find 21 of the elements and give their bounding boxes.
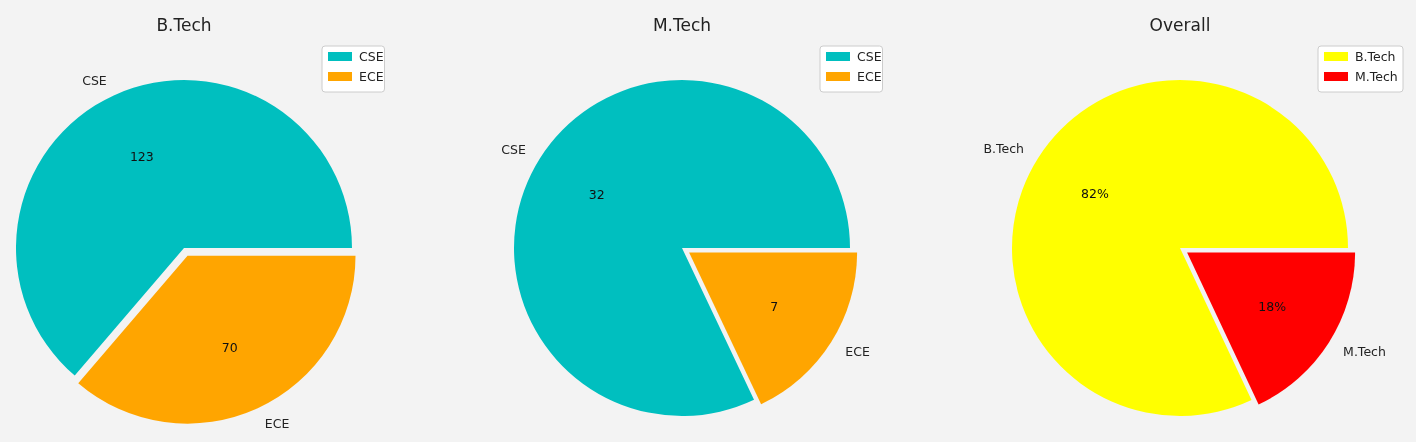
data-label: 18% bbox=[1258, 298, 1287, 314]
data-label: 82% bbox=[1080, 186, 1109, 202]
data-label: 32 bbox=[588, 186, 605, 202]
legend-label: M.Tech bbox=[1355, 69, 1398, 85]
slice-label: B.Tech bbox=[983, 141, 1024, 157]
slice-label: CSE bbox=[501, 141, 526, 157]
data-label: 70 bbox=[221, 339, 238, 355]
legend-label: CSE bbox=[857, 49, 882, 65]
legend-label: CSE bbox=[359, 49, 384, 65]
slice-label: ECE bbox=[845, 343, 870, 359]
slice-label: CSE bbox=[82, 72, 107, 88]
data-label: 7 bbox=[770, 298, 779, 314]
legend-label: ECE bbox=[359, 69, 384, 85]
chart-title: Overall bbox=[1149, 15, 1211, 35]
slice-label: ECE bbox=[264, 415, 290, 431]
legend-label: ECE bbox=[857, 69, 882, 85]
slice-label: M.Tech bbox=[1343, 343, 1386, 359]
legend-label: B.Tech bbox=[1355, 49, 1396, 65]
chart-title: B.Tech bbox=[156, 15, 212, 35]
chart-title: M.Tech bbox=[652, 15, 712, 35]
data-label: 123 bbox=[129, 148, 154, 164]
